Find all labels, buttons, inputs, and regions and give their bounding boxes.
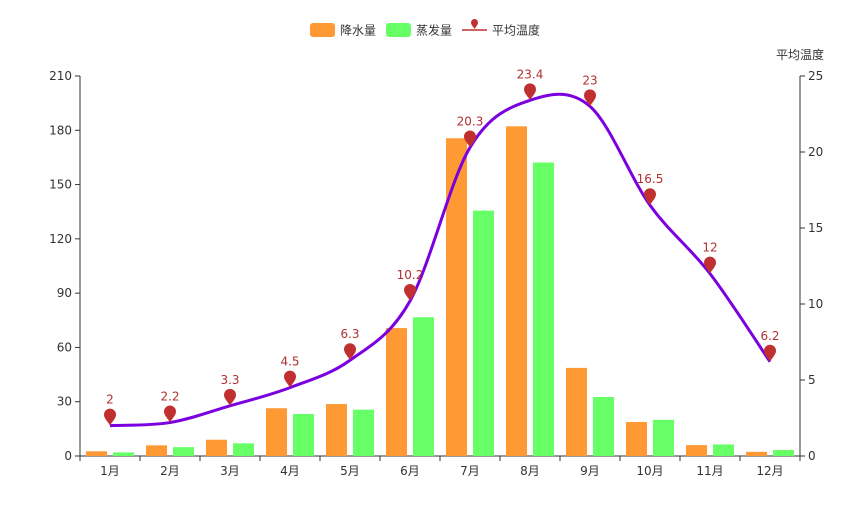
temperature-marker: [584, 89, 596, 107]
bar-evaporation: [473, 210, 494, 456]
y-left-tick-label: 150: [49, 178, 72, 192]
bar-evaporation: [533, 162, 554, 456]
bar-evaporation: [293, 414, 314, 456]
y-left-tick-label: 60: [57, 340, 72, 354]
x-tick-label: 7月: [460, 464, 480, 478]
temperature-data-label: 2.2: [160, 390, 179, 404]
x-tick-label: 12月: [756, 464, 783, 478]
temperature-line: [109, 92, 772, 428]
y-right-tick-label: 25: [808, 69, 823, 83]
bars: [86, 126, 794, 457]
y-left-tick-label: 120: [49, 232, 72, 246]
bar-precipitation: [386, 328, 407, 456]
temperature-marker: [524, 83, 536, 101]
x-tick-label: 6月: [400, 464, 420, 478]
temperature-marker: [284, 370, 296, 388]
right-axis-name: 平均温度: [776, 47, 824, 62]
bar-evaporation: [173, 447, 194, 456]
bar-precipitation: [206, 439, 227, 456]
bar-precipitation: [146, 445, 167, 456]
axes: 0 30 60 90 120 150 180 210 0 5 10 15 20 25 1月 2月 3月 4月 5月 6…: [49, 69, 823, 478]
bar-evaporation: [413, 317, 434, 456]
bar-precipitation: [746, 451, 767, 456]
y-right-tick-label: 5: [808, 373, 816, 387]
bar-evaporation: [593, 397, 614, 456]
y-right-tick-label: 20: [808, 145, 823, 159]
temperature-marker: [164, 405, 176, 423]
bar-evaporation: [713, 444, 734, 456]
legend-label: 蒸发量: [416, 23, 452, 38]
x-tick-label: 2月: [160, 464, 180, 478]
y-right-tick-label: 10: [808, 297, 823, 311]
legend-label: 平均温度: [492, 23, 540, 38]
temperature-data-label: 16.5: [637, 172, 664, 186]
y-right-tick-label: 0: [808, 449, 816, 463]
temperature-marker: [404, 283, 416, 301]
temperature-data-label: 6.2: [760, 329, 779, 343]
bar-evaporation: [113, 452, 134, 456]
temperature-marker: [344, 343, 356, 361]
temperature-marker: [104, 408, 116, 426]
bar-precipitation: [266, 408, 287, 456]
legend[interactable]: 降水量 蒸发量 平均温度: [310, 19, 540, 38]
y-left-tick-label: 180: [49, 123, 72, 137]
y-left-tick-label: 30: [57, 395, 72, 409]
temperature-data-label: 6.3: [340, 327, 359, 341]
bar-precipitation: [86, 451, 107, 456]
temperature-data-label: 20.3: [457, 114, 484, 128]
temperature-line-path: [109, 92, 772, 428]
legend-label: 降水量: [340, 24, 376, 38]
y-left-tick-label: 90: [57, 286, 72, 300]
y-left-tick-label: 0: [64, 449, 72, 463]
x-tick-label: 8月: [520, 464, 540, 478]
bar-precipitation: [626, 421, 647, 456]
temperature-marker: [464, 130, 476, 148]
temperature-data-label: 3.3: [220, 373, 239, 387]
bar-precipitation: [506, 126, 527, 457]
y-left-tick-label: 210: [49, 69, 72, 83]
x-tick-label: 4月: [280, 464, 300, 478]
legend-swatch-1: [386, 23, 411, 37]
temperature-data-label: 23.4: [517, 67, 544, 81]
temperature-data-label: 4.5: [280, 355, 299, 369]
markers: 2 2.2 3.3 4.5 6.3 10.2 20.3 23.4 23 16.5 12 6.2: [104, 67, 780, 426]
x-tick-label: 10月: [636, 464, 663, 478]
bar-evaporation: [773, 450, 794, 456]
temperature-data-label: 23: [582, 73, 597, 87]
bar-evaporation: [233, 443, 254, 456]
bar-evaporation: [353, 409, 374, 456]
bar-evaporation: [653, 419, 674, 456]
temperature-data-label: 12: [702, 241, 717, 255]
temperature-data-label: 10.2: [397, 268, 424, 282]
bar-precipitation: [446, 138, 467, 456]
x-tick-label: 3月: [220, 464, 240, 478]
x-tick-label: 11月: [696, 464, 723, 478]
x-tick-label: 9月: [580, 464, 600, 478]
temperature-marker: [764, 344, 776, 362]
temperature-marker: [224, 388, 237, 406]
x-tick-label: 1月: [100, 464, 120, 478]
bar-precipitation: [326, 404, 347, 456]
x-tick-label: 5月: [340, 464, 360, 478]
temperature-marker: [644, 188, 656, 206]
bar-precipitation: [566, 367, 587, 456]
legend-swatch-0: [310, 23, 335, 37]
temperature-data-label: 2: [106, 393, 114, 407]
bar-precipitation: [686, 445, 707, 456]
temperature-marker: [704, 256, 716, 274]
y-right-tick-label: 15: [808, 221, 823, 235]
legend-pin-swatch: [471, 19, 478, 29]
